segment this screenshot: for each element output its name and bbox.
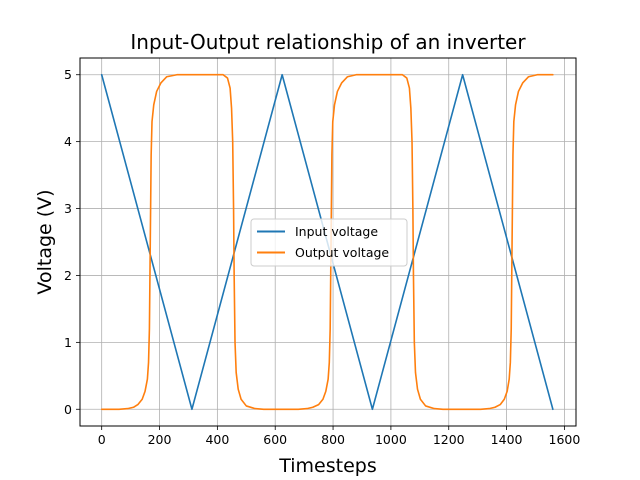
x-tick-label: 1400 xyxy=(491,432,523,447)
y-tick-label: 5 xyxy=(64,67,72,82)
x-tick-label: 1000 xyxy=(375,432,407,447)
y-axis: 0 1 2 3 4 5 xyxy=(64,67,80,417)
chart-title: Input-Output relationship of an inverter xyxy=(130,30,526,54)
grid xyxy=(80,58,576,426)
x-tick-label: 600 xyxy=(263,432,287,447)
y-tick-label: 0 xyxy=(64,402,72,417)
x-tick-label: 400 xyxy=(205,432,229,447)
y-tick-label: 2 xyxy=(64,268,72,283)
x-axis: 0 200 400 600 800 1000 1200 1400 1600 xyxy=(98,426,581,447)
y-tick-label: 1 xyxy=(64,335,72,350)
y-tick-label: 4 xyxy=(64,134,72,149)
legend-label-input: Input voltage xyxy=(295,224,378,239)
x-tick-label: 200 xyxy=(148,432,172,447)
legend: Input voltage Output voltage xyxy=(250,218,408,267)
y-tick-label: 3 xyxy=(64,201,72,216)
x-axis-label: Timesteps xyxy=(278,455,377,477)
y-axis-label: Voltage (V) xyxy=(34,189,56,294)
x-tick-label: 800 xyxy=(321,432,345,447)
plot-frame xyxy=(79,57,577,427)
series-line-output xyxy=(100,73,554,411)
legend-box xyxy=(250,218,408,267)
x-tick-label: 1600 xyxy=(549,432,581,447)
x-tick-label: 0 xyxy=(98,432,106,447)
x-tick-label: 1200 xyxy=(433,432,465,447)
legend-label-output: Output voltage xyxy=(295,245,389,260)
